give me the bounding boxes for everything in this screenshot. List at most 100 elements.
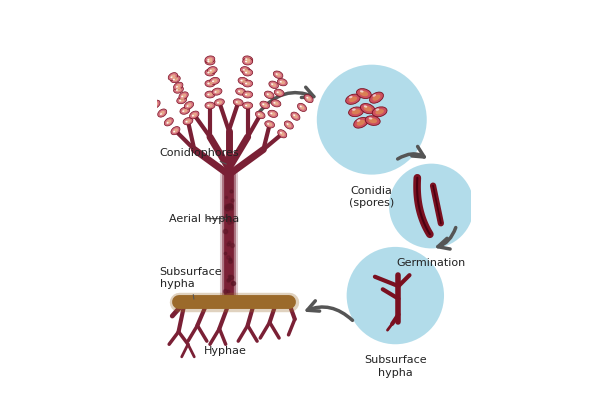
Ellipse shape bbox=[349, 107, 364, 117]
Ellipse shape bbox=[207, 72, 209, 73]
Ellipse shape bbox=[285, 121, 293, 129]
Ellipse shape bbox=[349, 96, 357, 102]
Ellipse shape bbox=[207, 104, 213, 107]
Ellipse shape bbox=[179, 98, 184, 102]
Ellipse shape bbox=[166, 120, 171, 124]
Ellipse shape bbox=[170, 74, 176, 79]
Ellipse shape bbox=[238, 78, 248, 84]
Ellipse shape bbox=[146, 93, 152, 98]
Ellipse shape bbox=[262, 103, 267, 107]
Ellipse shape bbox=[245, 93, 250, 96]
Ellipse shape bbox=[174, 82, 183, 90]
Ellipse shape bbox=[207, 59, 209, 60]
Ellipse shape bbox=[153, 102, 158, 106]
Ellipse shape bbox=[176, 86, 178, 88]
Ellipse shape bbox=[278, 130, 287, 138]
Text: Germination: Germination bbox=[397, 258, 466, 268]
Ellipse shape bbox=[300, 106, 302, 107]
Text: Subsurface
hypha: Subsurface hypha bbox=[160, 268, 222, 299]
Ellipse shape bbox=[173, 129, 178, 133]
Ellipse shape bbox=[280, 132, 282, 134]
Ellipse shape bbox=[268, 110, 278, 118]
Ellipse shape bbox=[357, 119, 360, 122]
Ellipse shape bbox=[205, 80, 215, 87]
Ellipse shape bbox=[242, 69, 253, 76]
Ellipse shape bbox=[360, 91, 368, 96]
Ellipse shape bbox=[255, 111, 265, 119]
Ellipse shape bbox=[214, 90, 220, 93]
Ellipse shape bbox=[306, 96, 311, 101]
Ellipse shape bbox=[245, 60, 250, 63]
Ellipse shape bbox=[370, 92, 384, 103]
Circle shape bbox=[346, 247, 444, 344]
Ellipse shape bbox=[271, 113, 272, 114]
Ellipse shape bbox=[205, 102, 215, 109]
Ellipse shape bbox=[286, 123, 291, 127]
Ellipse shape bbox=[176, 84, 181, 88]
Ellipse shape bbox=[144, 91, 154, 100]
Ellipse shape bbox=[349, 96, 353, 98]
Ellipse shape bbox=[210, 78, 220, 84]
Ellipse shape bbox=[243, 69, 245, 71]
Ellipse shape bbox=[164, 118, 173, 126]
Ellipse shape bbox=[245, 105, 247, 106]
Ellipse shape bbox=[360, 90, 364, 93]
Ellipse shape bbox=[280, 81, 282, 82]
Ellipse shape bbox=[258, 113, 260, 115]
Text: Conidia
(spores): Conidia (spores) bbox=[349, 186, 394, 208]
Ellipse shape bbox=[205, 69, 215, 76]
Ellipse shape bbox=[184, 102, 193, 109]
Ellipse shape bbox=[364, 106, 372, 111]
Ellipse shape bbox=[299, 105, 305, 110]
Ellipse shape bbox=[273, 101, 278, 105]
Ellipse shape bbox=[260, 101, 269, 109]
Ellipse shape bbox=[210, 70, 212, 71]
Ellipse shape bbox=[238, 91, 240, 92]
Ellipse shape bbox=[170, 75, 181, 83]
Ellipse shape bbox=[233, 99, 243, 106]
Ellipse shape bbox=[242, 68, 248, 72]
Ellipse shape bbox=[245, 83, 247, 84]
Ellipse shape bbox=[179, 100, 181, 102]
Ellipse shape bbox=[160, 111, 165, 115]
Ellipse shape bbox=[245, 58, 250, 61]
Ellipse shape bbox=[209, 68, 215, 72]
Ellipse shape bbox=[352, 109, 356, 111]
Ellipse shape bbox=[293, 114, 298, 118]
Ellipse shape bbox=[207, 94, 209, 95]
Ellipse shape bbox=[183, 118, 193, 125]
Ellipse shape bbox=[185, 121, 187, 122]
Ellipse shape bbox=[373, 95, 381, 101]
Ellipse shape bbox=[357, 89, 371, 98]
Text: Conidiophores: Conidiophores bbox=[160, 148, 239, 164]
Ellipse shape bbox=[267, 122, 272, 126]
Ellipse shape bbox=[270, 112, 275, 116]
Ellipse shape bbox=[173, 131, 175, 133]
Ellipse shape bbox=[264, 91, 274, 99]
Ellipse shape bbox=[241, 80, 242, 81]
Ellipse shape bbox=[180, 107, 190, 114]
Ellipse shape bbox=[372, 107, 387, 117]
Ellipse shape bbox=[304, 95, 313, 103]
Ellipse shape bbox=[271, 83, 277, 87]
Ellipse shape bbox=[274, 71, 283, 78]
Text: Hyphae: Hyphae bbox=[204, 346, 247, 356]
Ellipse shape bbox=[166, 122, 168, 124]
Ellipse shape bbox=[271, 83, 274, 85]
Ellipse shape bbox=[346, 94, 360, 104]
Ellipse shape bbox=[207, 61, 209, 62]
Ellipse shape bbox=[236, 100, 241, 104]
Ellipse shape bbox=[365, 116, 380, 125]
Ellipse shape bbox=[171, 126, 180, 135]
Ellipse shape bbox=[181, 93, 186, 98]
Ellipse shape bbox=[354, 118, 368, 128]
Ellipse shape bbox=[266, 93, 272, 97]
Text: Subsurface
hypha: Subsurface hypha bbox=[364, 355, 427, 378]
Ellipse shape bbox=[243, 56, 253, 63]
Ellipse shape bbox=[286, 123, 289, 125]
Ellipse shape bbox=[297, 103, 307, 111]
Ellipse shape bbox=[207, 93, 213, 96]
Ellipse shape bbox=[192, 115, 194, 117]
Ellipse shape bbox=[160, 113, 162, 115]
Ellipse shape bbox=[217, 102, 219, 104]
